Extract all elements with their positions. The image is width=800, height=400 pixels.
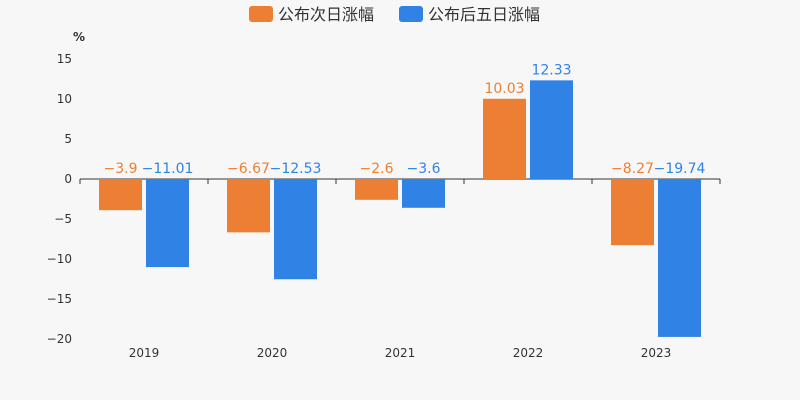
legend-label-0[interactable]: 公布次日涨幅 xyxy=(278,5,374,24)
legend-swatch-1[interactable] xyxy=(399,6,423,22)
x-tick-label: 2022 xyxy=(513,346,544,360)
y-tick-label: −20 xyxy=(47,332,72,346)
data-label-2020-series-0: −6.67 xyxy=(227,161,270,177)
bar-2020-series-0[interactable] xyxy=(227,179,270,233)
data-label-2020-series-1: −12.53 xyxy=(270,161,322,177)
data-label-2022-series-0: 10.03 xyxy=(484,81,524,97)
x-tick-label: 2020 xyxy=(257,346,288,360)
bar-2019-series-0[interactable] xyxy=(99,179,142,211)
bar-2023-series-0[interactable] xyxy=(611,179,654,246)
y-tick-label: 0 xyxy=(64,172,72,186)
legend-label-1[interactable]: 公布后五日涨幅 xyxy=(428,5,540,24)
data-label-2019-series-0: −3.9 xyxy=(104,161,138,177)
bar-2021-series-1[interactable] xyxy=(402,179,445,208)
data-label-2023-series-0: −8.27 xyxy=(611,161,654,177)
bar-2022-series-0[interactable] xyxy=(483,98,526,179)
legend: 公布次日涨幅 公布后五日涨幅 xyxy=(249,5,540,24)
y-tick-label: −10 xyxy=(47,252,72,266)
bar-2022-series-1[interactable] xyxy=(530,80,573,179)
bar-2020-series-1[interactable] xyxy=(274,179,317,280)
data-labels: −3.9 −11.01 −6.67 −12.53 −2.6 −3.6 10.03 12.33 −… xyxy=(104,62,706,177)
y-tick-label: 10 xyxy=(57,92,72,106)
bars xyxy=(99,80,701,337)
data-label-2023-series-1: −19.74 xyxy=(654,161,706,177)
data-label-2021-series-1: −3.6 xyxy=(407,161,441,177)
y-tick-label: 15 xyxy=(57,52,72,66)
data-label-2022-series-1: 12.33 xyxy=(531,62,571,78)
data-label-2019-series-1: −11.01 xyxy=(142,161,194,177)
x-tick-label: 2019 xyxy=(129,346,160,360)
legend-swatch-0[interactable] xyxy=(249,6,273,22)
bar-2021-series-0[interactable] xyxy=(355,179,398,200)
bar-2023-series-1[interactable] xyxy=(658,179,701,337)
bar-2019-series-1[interactable] xyxy=(146,179,189,268)
data-label-2021-series-0: −2.6 xyxy=(360,161,394,177)
y-axis: 15 10 5 0 −5 −10 −15 −20 xyxy=(47,52,72,346)
x-tick-label: 2021 xyxy=(385,346,416,360)
y-tick-label: −15 xyxy=(47,292,72,306)
y-axis-unit-label: % xyxy=(73,30,85,44)
y-tick-label: −5 xyxy=(54,212,72,226)
x-tick-label: 2023 xyxy=(641,346,672,360)
y-tick-label: 5 xyxy=(64,132,72,146)
